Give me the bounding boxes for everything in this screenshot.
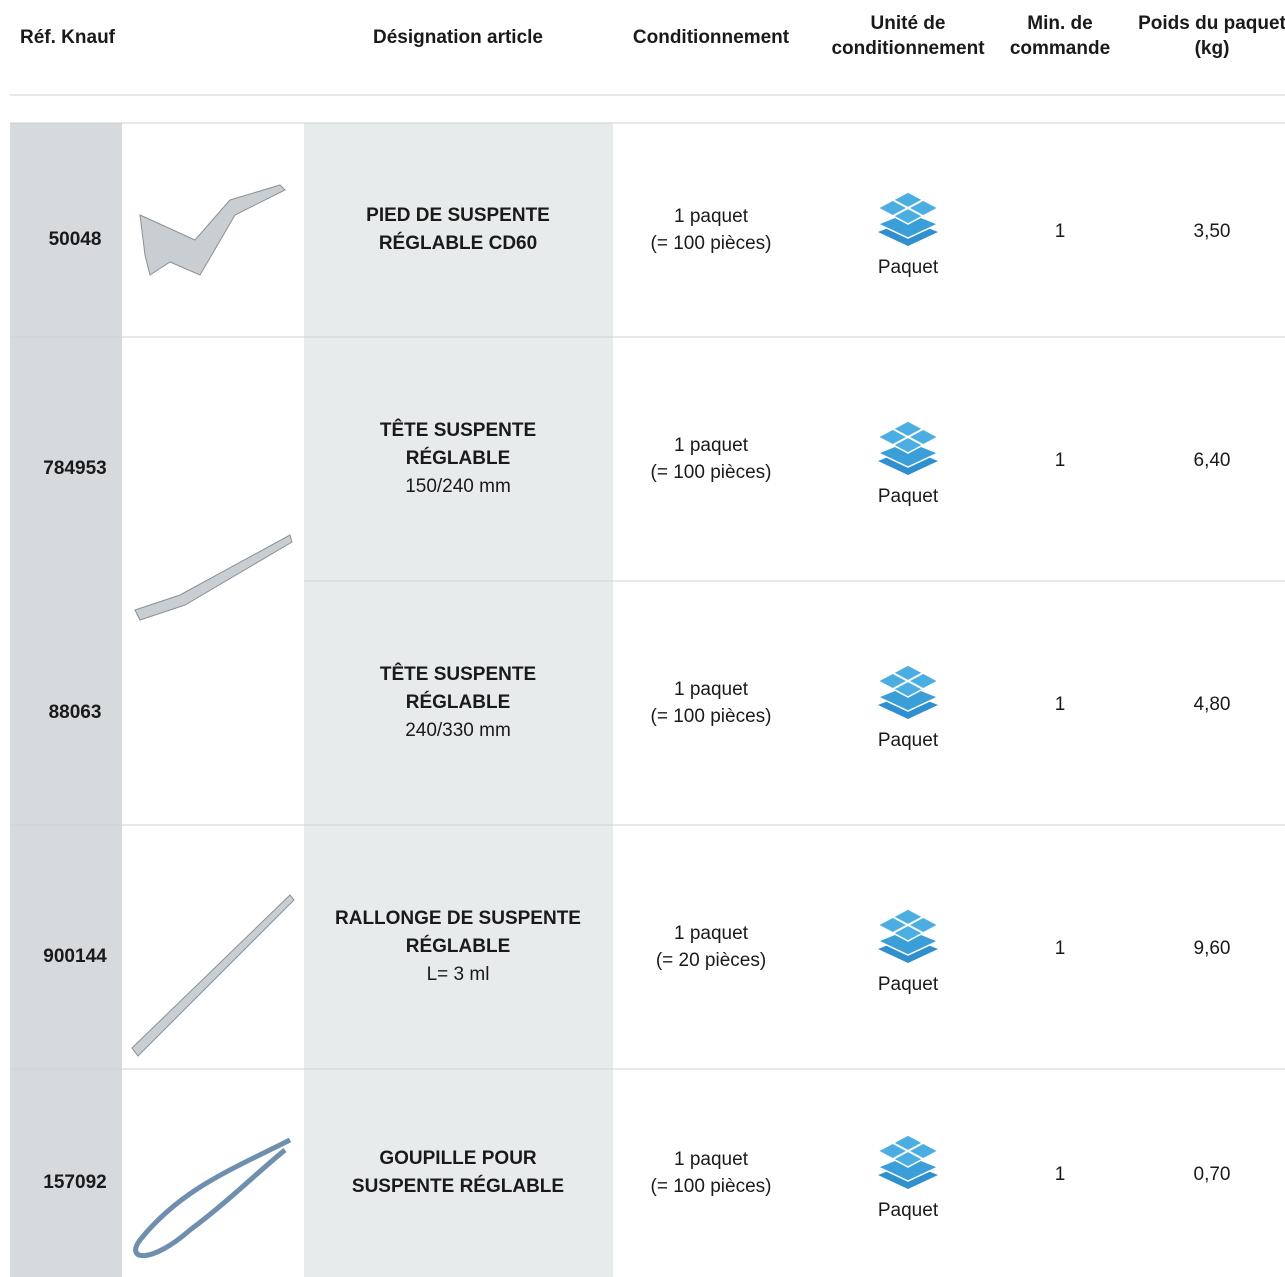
package-icon xyxy=(877,420,939,476)
designation: RALLONGE DE SUSPENTE xyxy=(335,908,581,929)
weight: 4,80 xyxy=(1194,694,1231,715)
weight: 6,40 xyxy=(1194,450,1231,471)
designation-detail: L= 3 ml xyxy=(427,964,490,985)
ref: 157092 xyxy=(43,1172,106,1193)
weight: 0,70 xyxy=(1194,1164,1231,1185)
ref: 784953 xyxy=(43,458,106,479)
designation: TÊTE SUSPENTE xyxy=(380,419,536,441)
ref: 88063 xyxy=(49,702,102,723)
unit: Paquet xyxy=(878,486,939,507)
package-icon xyxy=(877,908,939,964)
unit: Paquet xyxy=(878,974,939,995)
column-header: Unité de xyxy=(871,13,946,34)
designation: RÉGLABLE xyxy=(406,935,511,957)
column-header: Conditionnement xyxy=(633,27,790,48)
designation: TÊTE SUSPENTE xyxy=(380,663,536,685)
min-order: 1 xyxy=(1055,221,1066,242)
designation: RÉGLABLE xyxy=(406,447,511,469)
packaging: (= 100 pièces) xyxy=(651,1176,772,1197)
weight: 3,50 xyxy=(1194,221,1231,242)
package-icon xyxy=(877,1134,939,1190)
min-order: 1 xyxy=(1055,694,1066,715)
packaging: 1 paquet xyxy=(674,206,749,227)
column-header: Min. de xyxy=(1027,13,1092,34)
ref: 50048 xyxy=(49,229,102,250)
designation-detail: 150/240 mm xyxy=(405,476,511,497)
designation: RÉGLABLE xyxy=(406,691,511,713)
column-header: Désignation article xyxy=(373,27,543,48)
packaging: 1 paquet xyxy=(674,1149,749,1170)
unit: Paquet xyxy=(878,730,939,751)
column-header: Poids du paquet xyxy=(1138,13,1285,34)
designation-detail: 240/330 mm xyxy=(405,720,511,741)
unit: Paquet xyxy=(878,1200,939,1221)
min-order: 1 xyxy=(1055,1164,1066,1185)
designation: SUSPENTE RÉGLABLE xyxy=(352,1175,564,1197)
packaging: 1 paquet xyxy=(674,679,749,700)
column-header: commande xyxy=(1010,38,1110,59)
column-header: conditionnement xyxy=(831,38,985,59)
designation-column-bg xyxy=(304,123,613,1277)
column-header: (kg) xyxy=(1195,38,1230,59)
package-icon xyxy=(877,191,939,247)
ref-column-bg xyxy=(10,123,122,1277)
ref: 900144 xyxy=(43,946,107,967)
weight: 9,60 xyxy=(1194,938,1231,959)
packaging: (= 100 pièces) xyxy=(651,233,772,254)
designation: PIED DE SUSPENTE xyxy=(366,205,550,226)
designation: RÉGLABLE CD60 xyxy=(379,232,537,254)
package-icon xyxy=(877,664,939,720)
packaging: (= 100 pièces) xyxy=(651,706,772,727)
packaging: (= 100 pièces) xyxy=(651,462,772,483)
packaging: (= 20 pièces) xyxy=(656,950,766,971)
designation: GOUPILLE POUR xyxy=(379,1148,537,1169)
min-order: 1 xyxy=(1055,938,1066,959)
min-order: 1 xyxy=(1055,450,1066,471)
packaging: 1 paquet xyxy=(674,923,749,944)
column-header: Réf. Knauf xyxy=(20,27,116,48)
packaging: 1 paquet xyxy=(674,435,749,456)
unit: Paquet xyxy=(878,257,939,278)
product-image xyxy=(131,184,295,1259)
